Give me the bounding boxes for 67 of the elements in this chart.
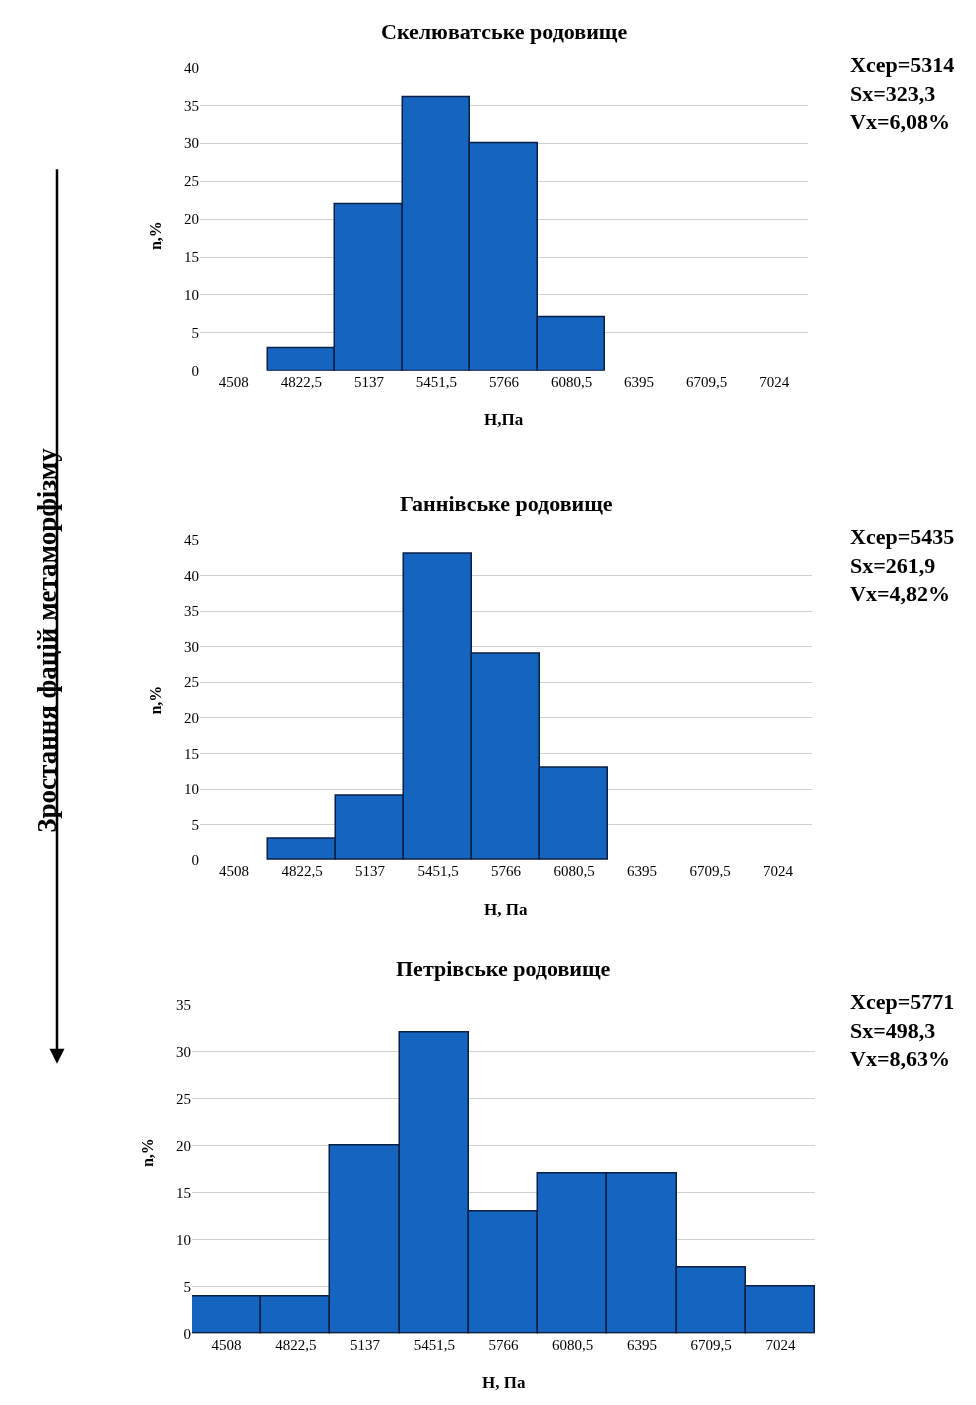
y-tick-label: 10: [184, 287, 199, 304]
y-tick-label: 45: [184, 532, 199, 549]
y-tick-label: 25: [184, 674, 199, 691]
x-axis-title: H, Па: [484, 900, 528, 919]
x-tick-label: 6395: [626, 1336, 657, 1353]
y-axis-title: n,%: [147, 685, 165, 715]
chart-title: Скелюватське родовище: [381, 19, 628, 44]
x-tick-label: 5137: [350, 1336, 381, 1353]
y-tick-label: 10: [176, 1231, 191, 1248]
x-tick-label: 5137: [355, 863, 386, 880]
x-tick-label: 6080,5: [553, 863, 595, 880]
x-tick-label: 6709,5: [689, 863, 731, 880]
x-tick-label: 4508: [219, 863, 249, 880]
y-tick-label: 40: [184, 567, 199, 584]
y-axis-title: n,%: [146, 221, 164, 251]
text: Xcep=5435 Sx=261,9 Vx=4,82%: [850, 524, 955, 607]
x-tick-label: 6080,5: [550, 373, 593, 390]
x-tick-label: 4822,5: [281, 863, 323, 880]
y-tick-label: 10: [184, 781, 199, 798]
y-tick-label: 5: [191, 325, 199, 342]
y-tick-label: 15: [184, 249, 199, 266]
y-tick-label: 5: [183, 1278, 191, 1295]
y-tick-label: 20: [176, 1137, 191, 1154]
x-tick-label: 6709,5: [686, 373, 728, 390]
y-tick-label: 0: [191, 852, 199, 869]
y-tick-label: 15: [176, 1184, 191, 1201]
x-tick-label: 4822,5: [280, 373, 322, 390]
x-axis-title: H, Па: [482, 1373, 526, 1392]
y-tick-label: 20: [184, 710, 199, 727]
x-tick-label: 5766: [491, 863, 522, 880]
x-tick-label: 6080,5: [552, 1336, 594, 1353]
y-tick-label: 25: [184, 173, 199, 190]
y-tick-label: 35: [184, 97, 199, 114]
y-tick-label: 35: [176, 996, 191, 1013]
x-tick-label: 7024: [765, 1336, 796, 1353]
y-tick-label: 0: [191, 363, 199, 380]
x-tick-label: 5766: [488, 1336, 519, 1353]
x-tick-label: 7024: [763, 863, 794, 880]
y-tick-label: 40: [184, 59, 199, 76]
x-tick-label: 6395: [627, 863, 657, 880]
y-tick-label: 5: [191, 816, 199, 833]
x-tick-label: 5451,5: [413, 1336, 455, 1353]
x-tick-label: 7024: [759, 373, 790, 390]
y-tick-label: 35: [184, 603, 199, 620]
x-tick-label: 4822,5: [275, 1336, 317, 1353]
x-tick-label: 5766: [489, 373, 520, 390]
y-tick-label: 20: [184, 211, 199, 228]
text: Xcep=5771 Sx=498,3 Vx=8,63%: [850, 989, 955, 1072]
x-tick-label: 5451,5: [415, 373, 458, 390]
text: Зростання фацій метаморфізму: [32, 447, 63, 833]
x-axis-title: H,Па: [484, 410, 524, 429]
x-tick-label: 5137: [353, 373, 385, 390]
y-tick-label: 30: [176, 1043, 191, 1060]
x-tick-label: 6395: [624, 373, 655, 390]
x-tick-label: 4508: [211, 1336, 242, 1353]
x-tick-label: 5451,5: [417, 863, 459, 880]
y-axis-title: n,%: [138, 1138, 156, 1168]
y-tick-label: 0: [183, 1325, 191, 1342]
y-tick-label: 25: [176, 1090, 191, 1107]
x-tick-label: 6709,5: [690, 1336, 732, 1353]
chart-title: Ганнівське родовище: [400, 491, 613, 516]
y-tick-label: 30: [184, 638, 199, 655]
y-tick-label: 30: [184, 135, 199, 152]
y-tick-label: 15: [184, 745, 199, 762]
chart-title: Петрівське родовище: [396, 956, 611, 981]
x-tick-label: 4508: [218, 373, 249, 390]
text: Xcep=5314 Sx=323,3 Vx=6,08%: [850, 52, 955, 135]
